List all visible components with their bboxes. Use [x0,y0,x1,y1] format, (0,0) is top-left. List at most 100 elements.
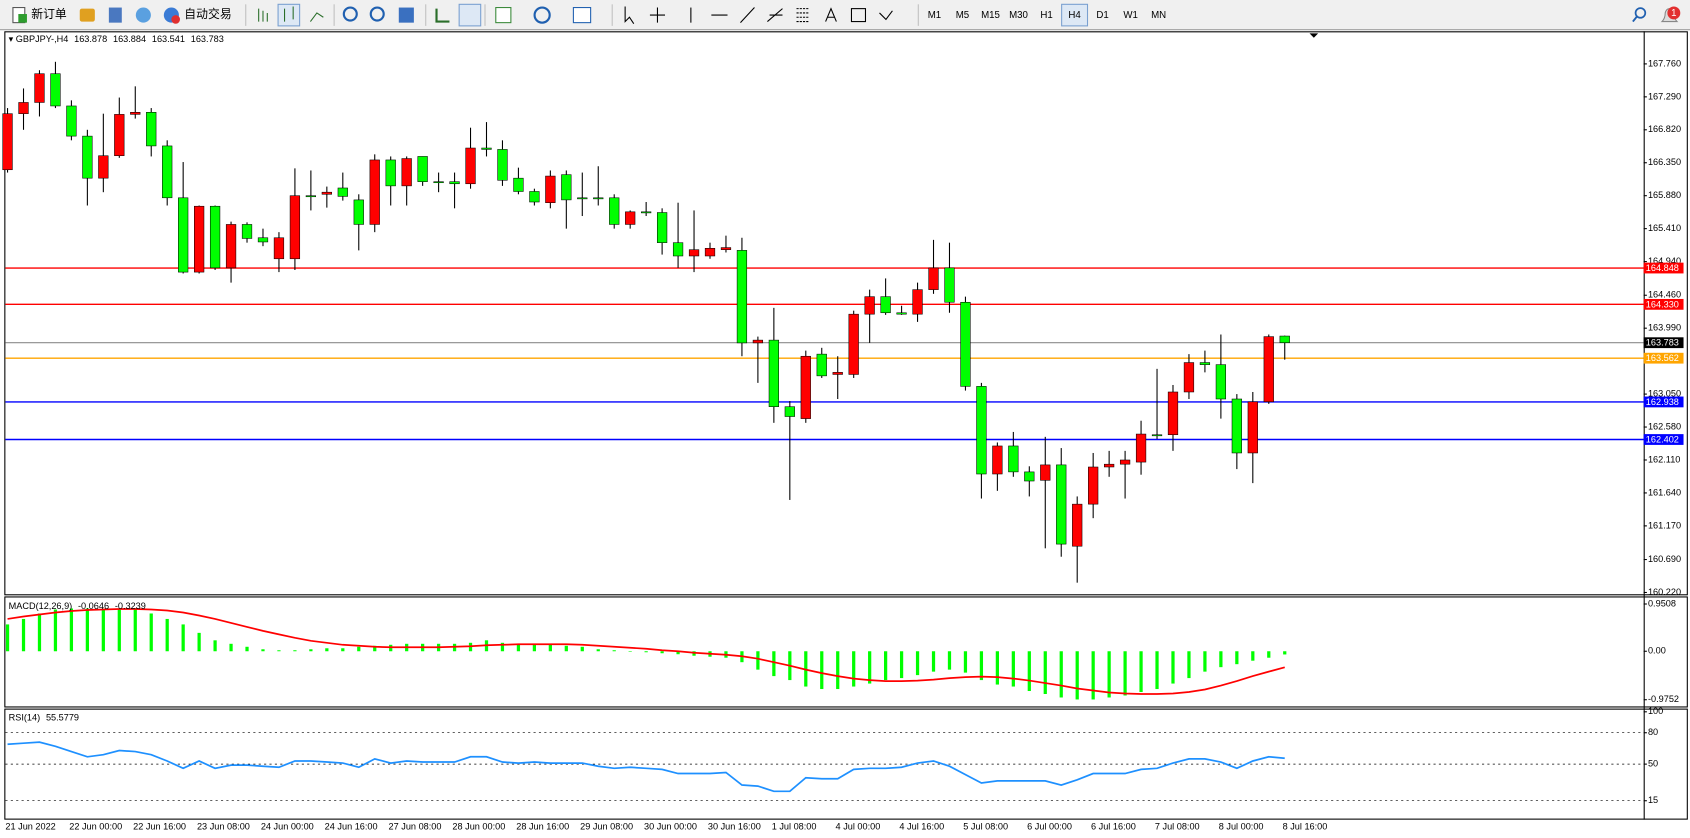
y-tick-label: 162.580 [1648,421,1681,431]
icon[interactable] [258,8,268,22]
macd-bar [995,651,999,685]
timeframe-button[interactable]: D1 [1096,10,1108,21]
candle-body [497,149,508,181]
macd-bar [245,646,249,652]
icon[interactable] [108,7,122,23]
macd-bar [69,608,74,652]
x-tick-label: 6 Jul 00:00 [1027,822,1072,832]
y-tick-label: 163.990 [1648,323,1681,333]
macd-bar [532,643,537,652]
chart-type-buttons[interactable] [258,3,324,27]
new-order-button[interactable]: 新订单 [12,7,67,24]
y-tick-label: 165.410 [1648,223,1681,233]
macd-bar [660,651,664,654]
icon[interactable] [135,7,151,23]
candle-body [1167,391,1179,436]
close-readout: 163.783 [191,34,224,44]
candle-body [896,312,907,315]
macd-bar [341,648,345,652]
timeframe-button[interactable]: M30 [1009,10,1028,21]
candle-body [1072,503,1083,547]
candle-body [1151,434,1163,437]
icon [18,14,27,23]
timeframe-button[interactable]: W1 [1123,10,1138,21]
text-tool[interactable] [825,7,837,22]
macd-bar [133,609,137,652]
macd-bar [229,643,233,652]
price-label-bg [1643,337,1684,349]
icon[interactable] [309,12,324,22]
button-label: 新订单 [31,7,67,21]
signal-readout: -0.3239 [115,602,146,612]
templates[interactable] [572,7,592,24]
candle-body [162,145,173,199]
auto-trading-button[interactable]: 自动交易 [163,7,232,24]
fibo-tool[interactable] [796,8,810,23]
timeframe-button[interactable]: H4 [1061,3,1089,27]
crosshair-tool[interactable] [649,7,666,23]
x-tick-label: 22 Jun 00:00 [69,822,122,832]
zoom-out[interactable] [369,6,385,22]
channel-tool[interactable] [767,8,783,22]
candle-body [433,181,444,184]
macd-bar [612,650,616,652]
macd-bar [772,651,776,677]
cursor-tool[interactable] [624,6,635,25]
y-tick-label: 160.220 [1648,587,1681,597]
y-tick-label: 166.350 [1648,157,1681,167]
macd-bar [868,651,872,684]
y-tick-label: 162.110 [1648,454,1680,464]
alerts-button[interactable]: 1 [1660,6,1681,23]
autoscroll[interactable] [435,8,450,23]
candle-body [353,199,364,225]
y-tick-label: 164.460 [1648,290,1681,300]
timeframe-button[interactable]: M5 [956,10,969,21]
timeframe-label: M5 [956,10,969,21]
macd-bar [548,644,552,652]
macd-bar [1075,651,1079,700]
timeframe-button[interactable]: M1 [928,10,941,21]
search-button[interactable] [1632,7,1647,23]
candle-body [273,237,285,260]
badge [1667,6,1681,20]
candle-body [225,224,237,269]
candle-body [848,313,859,375]
macd-bar [309,649,313,652]
macd-bar [884,651,888,681]
timeframe-selected [1061,3,1089,27]
timeframe-button[interactable]: M15 [981,10,1000,21]
timeframe-label: M15 [981,10,1000,21]
x-tick-label: 21 Jun 2022 [5,822,55,832]
timeframe-label: M1 [928,10,941,21]
arrows-tool[interactable] [879,10,893,21]
header-arrow: ▾ [9,34,16,44]
label-tool[interactable] [850,8,867,23]
rsi-header: RSI(14) 55.5779 [9,713,79,723]
macd-bar [963,651,968,673]
x-tick-label: 5 Jul 08:00 [963,822,1008,832]
x-tick-label: 1 Jul 08:00 [772,822,817,832]
timeframe-button[interactable]: MN [1151,10,1166,21]
icon[interactable] [284,6,294,22]
candle-body [976,386,987,475]
macd-bar [1171,651,1175,684]
candle-body [1199,362,1211,365]
icon-selected[interactable] [277,3,301,27]
icon[interactable] [79,8,95,22]
indicators[interactable] [495,7,512,24]
macd-bar [1219,651,1223,668]
macd-bar [85,608,89,652]
trendline-tool[interactable] [740,7,755,24]
timeframe-button[interactable]: H1 [1040,10,1052,21]
periods[interactable] [533,6,551,24]
tile-windows[interactable] [398,7,414,23]
candle-body [545,175,556,203]
candle-body [529,191,540,203]
chart-shift[interactable] [458,3,482,27]
zoom-in[interactable] [342,6,358,22]
candle-body [752,339,764,344]
timeframe-label: H4 [1068,10,1081,21]
icon [1634,7,1647,19]
candle-body [50,73,61,107]
